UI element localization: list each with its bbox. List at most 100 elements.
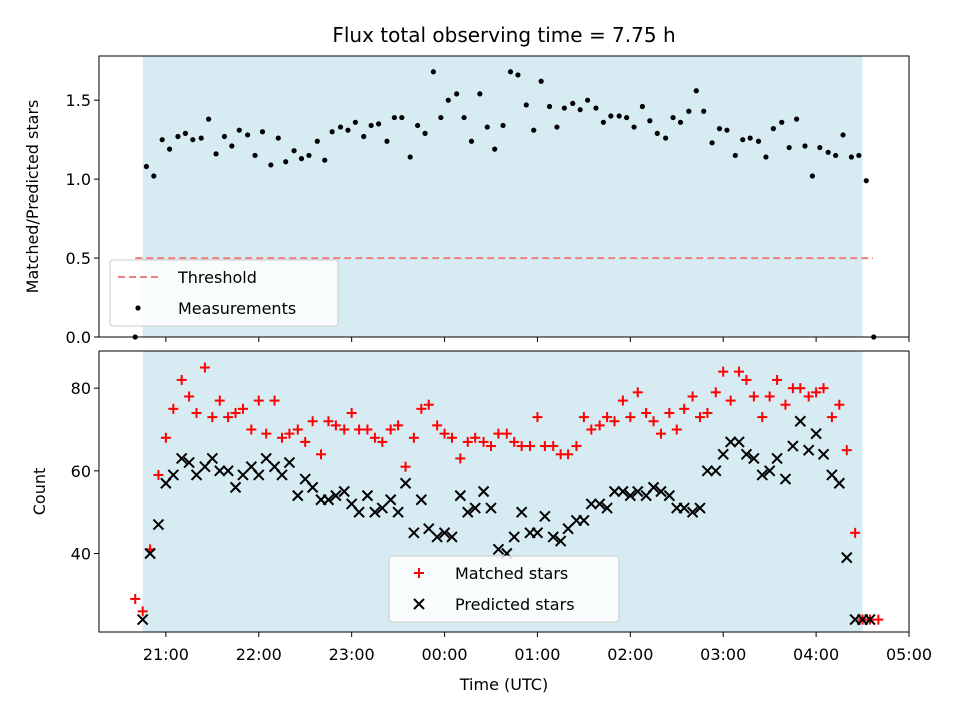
y-tick-label: 0.0 — [66, 328, 91, 347]
matched-star-point — [346, 407, 357, 418]
predicted-star-point — [253, 469, 265, 481]
predicted-star-point — [353, 506, 365, 518]
predicted-star-point — [740, 448, 753, 461]
count-panel: 40 60 80 21:00 22:00 23:00 00:00 01:00 02:00 03:… — [30, 350, 932, 664]
predicted-star-point — [292, 489, 304, 502]
measurement-point — [368, 122, 374, 129]
matched-star-point — [253, 395, 264, 406]
matched-star-point — [184, 391, 195, 402]
predicted-star-point — [183, 456, 195, 469]
predicted-star-point — [322, 494, 335, 506]
predicted-star-point — [701, 465, 714, 477]
measurement-point — [500, 122, 506, 129]
predicted-star-point — [276, 469, 288, 481]
measurement-point — [322, 157, 328, 163]
measurement-point — [454, 91, 460, 97]
predicted-star-point — [462, 506, 474, 518]
matched-star-point — [330, 420, 341, 431]
measurement-point — [631, 124, 637, 130]
predicted-star-point — [554, 535, 567, 547]
predicted-star-point — [175, 452, 188, 465]
matched-star-point — [214, 395, 225, 406]
matched-star-point — [594, 420, 605, 431]
measurement-point — [291, 148, 297, 154]
predicted-star-point — [531, 527, 544, 539]
measurement-point — [817, 144, 823, 151]
measurement-point — [477, 91, 483, 97]
measurement-point — [856, 152, 862, 159]
x-tick-label: 01:00 — [514, 645, 560, 664]
matched-star-point — [416, 403, 427, 414]
measurement-point — [430, 69, 437, 75]
ratio-y-axis-label: Matched/Predicted stars — [23, 100, 42, 294]
measurement-point — [468, 138, 475, 144]
predicted-star-point — [763, 465, 776, 477]
matched-star-point — [339, 424, 350, 435]
measurement-point — [236, 127, 242, 133]
count-series — [130, 362, 884, 626]
predicted-star-point — [384, 494, 397, 506]
matched-star-point — [571, 441, 582, 452]
x-tick-label: 04:00 — [793, 645, 839, 664]
measurement-point — [848, 154, 855, 160]
matched-star-point — [734, 366, 745, 377]
measurement-point — [693, 88, 699, 94]
matched-star-point — [485, 441, 496, 452]
matched-star-point — [223, 412, 234, 423]
measurement-point — [600, 119, 606, 125]
predicted-star-point — [617, 485, 629, 498]
predicted-star-point — [748, 452, 760, 465]
measurement-point — [407, 154, 413, 160]
measurement-point — [507, 69, 514, 75]
y-tick-label: 1.5 — [66, 91, 91, 110]
matched-star-point — [757, 412, 768, 423]
x-tick-label: 05:00 — [886, 645, 932, 664]
ratio-panel: 0.0 0.5 1.0 1.5 Matched/Predicted stars Thr… — [23, 55, 910, 347]
predicted-star-point — [787, 440, 799, 452]
measurement-point — [361, 133, 367, 140]
measurement-point — [143, 163, 149, 170]
measurement-point — [608, 113, 614, 119]
measurement-point — [198, 135, 204, 141]
matched-star-point — [710, 387, 721, 398]
measurement-point — [245, 132, 251, 138]
predicted-star-point — [655, 485, 667, 498]
matched-star-point — [230, 407, 241, 418]
measurement-point — [561, 105, 567, 111]
measurement-point — [802, 143, 808, 149]
ratio-y-ticks: 0.0 0.5 1.0 1.5 — [66, 91, 99, 347]
matched-star-point — [509, 436, 520, 447]
matched-star-point — [516, 441, 527, 452]
matched-star-point — [369, 432, 380, 443]
predicted-star-point — [338, 485, 350, 498]
measurement-point — [213, 151, 219, 157]
measurement-point — [833, 152, 839, 159]
x-tick-label: 22:00 — [236, 645, 282, 664]
matched-star-point — [764, 391, 775, 402]
measurement-point — [221, 133, 228, 140]
measurement-point — [175, 133, 181, 140]
predicted-star-point — [446, 531, 458, 543]
matched-star-point — [316, 449, 327, 460]
measurement-point — [484, 124, 490, 130]
predicted-star-point — [369, 506, 381, 518]
matched-star-point — [834, 399, 845, 410]
matched-star-point — [261, 428, 272, 439]
measurement-point — [624, 114, 630, 121]
matched-star-point — [803, 391, 814, 402]
matched-star-point — [246, 424, 257, 435]
x-axis-label: Time (UTC) — [459, 675, 548, 694]
measurement-point — [747, 135, 753, 141]
legend-predicted-label: Predicted stars — [455, 595, 575, 614]
measurement-point — [314, 138, 320, 144]
matched-star-point — [617, 395, 628, 406]
matched-star-point — [748, 391, 759, 402]
matched-star-point — [439, 428, 450, 439]
measurement-point — [275, 135, 281, 141]
predicted-star-point — [361, 489, 374, 502]
measurement-point — [445, 97, 451, 103]
y-tick-label: 0.5 — [66, 249, 91, 268]
matched-star-point — [850, 527, 861, 538]
matched-star-point — [362, 424, 373, 435]
measurement-point — [670, 114, 676, 121]
